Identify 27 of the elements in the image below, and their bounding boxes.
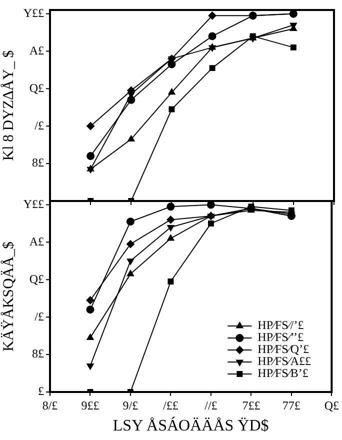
x-tick-label: 9££ — [81, 398, 100, 412]
legend-label: HP⁄FS⁄B’£ — [258, 366, 308, 380]
text: 8£ — [32, 156, 44, 170]
text: A£ — [29, 43, 44, 58]
x-tick-label: 77£ — [282, 398, 300, 412]
x-tick-label: Q£ — [324, 398, 340, 412]
x-tick-label: 8/£ — [42, 398, 58, 412]
text: Y££ — [23, 6, 44, 20]
legend-label: HP⁄FS⁄/’£ — [258, 318, 304, 332]
legend-label: HP⁄FS⁄Q’£ — [258, 342, 310, 356]
text: Q£ — [29, 272, 44, 286]
text: A£ — [29, 234, 44, 248]
text: /£ — [34, 309, 44, 324]
text: £ — [38, 384, 44, 398]
legend-label: HP⁄FS⁄’’£ — [258, 330, 304, 344]
y-axis-title: Kl 8 DYZ∆ÅY_ $ — [0, 50, 17, 161]
x-tick-label: /££ — [163, 398, 178, 412]
text: Q£ — [29, 80, 44, 95]
x-tick-label: //£ — [204, 398, 218, 412]
y-axis-title: KÄŸÅKSQÄÅ_$ — [0, 241, 17, 352]
text: /£ — [34, 118, 44, 132]
text: 8£ — [32, 346, 44, 361]
x-tick-label: 7££ — [242, 398, 260, 412]
text: Y££ — [23, 196, 44, 211]
legend-label: HP⁄FS⁄A££ — [258, 354, 312, 368]
x-axis-title: LSY ÅSÁOÄÄÅS ŸD$ — [112, 416, 269, 435]
x-tick-label: 9/£ — [122, 398, 138, 412]
